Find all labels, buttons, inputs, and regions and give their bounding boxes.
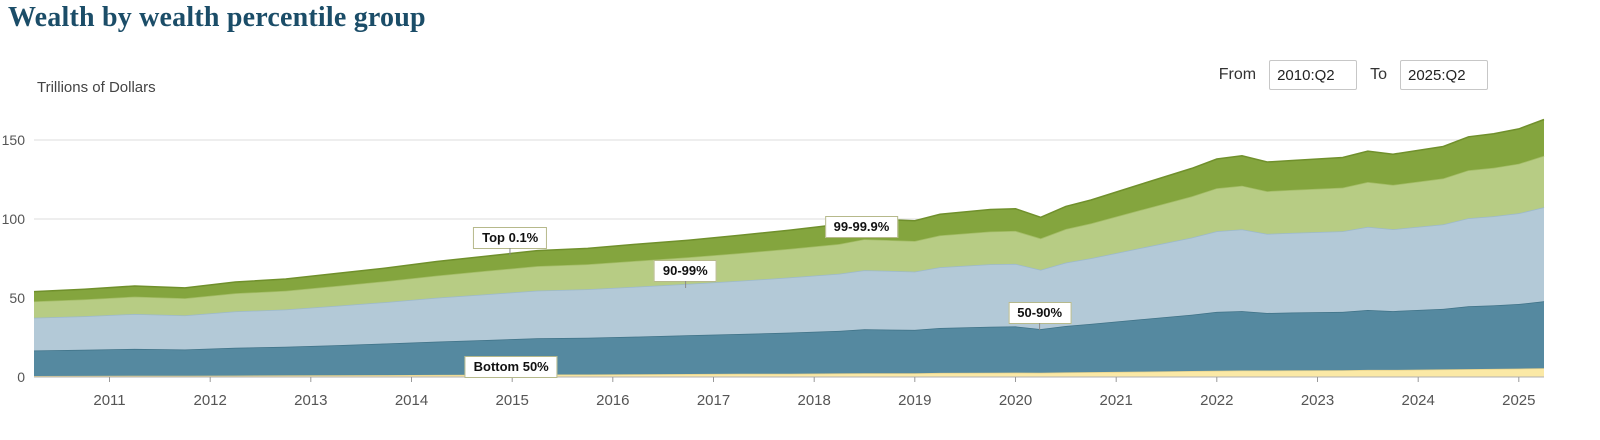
- svg-text:2015: 2015: [496, 392, 529, 409]
- svg-text:2018: 2018: [798, 392, 831, 409]
- from-quarter-input[interactable]: [1269, 60, 1358, 90]
- svg-text:2025: 2025: [1502, 392, 1535, 409]
- svg-text:2019: 2019: [898, 392, 931, 409]
- svg-text:2014: 2014: [395, 392, 428, 409]
- svg-text:2011: 2011: [93, 392, 125, 409]
- to-quarter-input[interactable]: [1400, 60, 1488, 90]
- to-label: To: [1370, 66, 1387, 83]
- svg-text:2012: 2012: [194, 392, 227, 409]
- svg-text:2024: 2024: [1402, 392, 1435, 409]
- page-title: Wealth by wealth percentile group: [8, 2, 426, 33]
- svg-text:2020: 2020: [999, 392, 1032, 409]
- svg-text:2023: 2023: [1301, 392, 1334, 409]
- svg-text:2016: 2016: [596, 392, 629, 409]
- y-axis-title: Trillions of Dollars: [37, 79, 156, 96]
- from-label: From: [1218, 66, 1257, 83]
- svg-text:2022: 2022: [1200, 392, 1233, 409]
- svg-text:100: 100: [2, 211, 26, 227]
- svg-text:2021: 2021: [1100, 392, 1133, 409]
- svg-text:2013: 2013: [294, 392, 327, 409]
- svg-text:0: 0: [17, 369, 25, 385]
- svg-text:50: 50: [9, 290, 25, 306]
- date-range-controls: From To: [1219, 60, 1488, 90]
- svg-text:150: 150: [2, 132, 26, 148]
- svg-text:2017: 2017: [697, 392, 730, 409]
